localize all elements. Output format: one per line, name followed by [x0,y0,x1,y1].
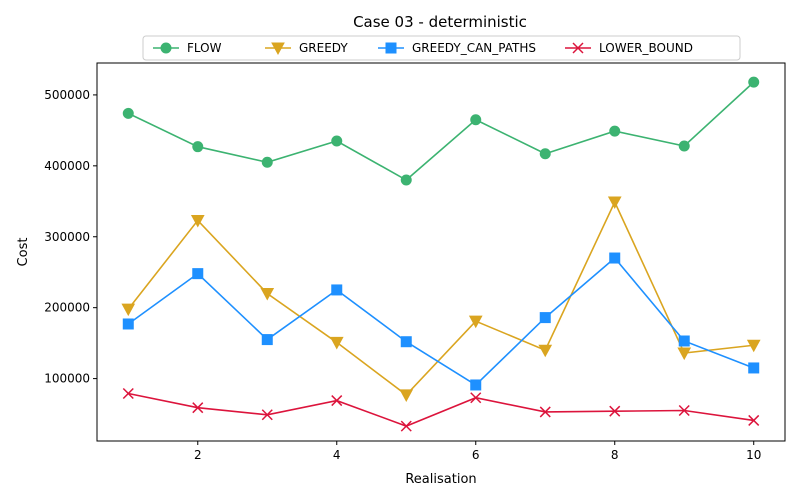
legend-marker [385,42,397,54]
legend-label: GREEDY [299,41,348,55]
data-point-flow [748,76,760,88]
series-line-greedy-can-paths [127,256,755,386]
data-point-lower-bound [261,409,273,421]
data-point-lower-bound [470,392,482,404]
series-greedy [121,196,761,402]
chart-title: Case 03 - deterministic [353,13,527,31]
data-point-greedy [329,336,344,350]
x-tick-label: 10 [746,448,761,462]
legend-label: FLOW [187,41,222,55]
data-point-flow [122,107,134,119]
legend-item-lower-bound: LOWER_BOUND [565,41,693,55]
data-point-flow [331,135,343,147]
data-point-lower-bound [331,395,343,407]
legend-label: GREEDY_CAN_PATHS [412,41,536,55]
data-point-flow [192,141,204,153]
data-point-greedy [399,389,414,402]
legend-item-greedy-can-paths: GREEDY_CAN_PATHS [378,41,536,55]
y-tick-label: 200000 [44,301,90,315]
data-point-lower-bound [192,402,204,414]
y-axis: 100000 200000 300000 400000 500000 [44,88,97,386]
data-point-flow [261,156,273,168]
data-point-greedy [607,196,622,210]
data-point-greedy [538,344,553,358]
data-point-greedy [468,315,483,329]
data-point-greedy-can-paths [331,284,343,296]
data-point-lower-bound [400,420,412,432]
plot-area [96,62,786,442]
data-point-greedy-can-paths [609,252,621,264]
x-tick-label: 4 [333,448,341,462]
legend-label: LOWER_BOUND [599,41,693,55]
data-point-greedy-can-paths [261,334,273,346]
data-point-greedy [121,303,136,317]
y-tick-label: 300000 [44,230,90,244]
y-tick-label: 100000 [44,372,90,386]
data-point-greedy-can-paths [470,379,482,391]
x-axis: 2 4 6 8 10 [194,441,761,462]
data-point-flow [539,148,551,160]
data-point-flow [400,174,412,186]
x-tick-label: 6 [472,448,480,462]
data-point-greedy-can-paths [748,362,760,374]
legend-marker [572,42,584,54]
x-tick-label: 2 [194,448,202,462]
legend-marker [160,42,172,54]
legend-item-flow: FLOW [153,41,222,55]
data-point-lower-bound [122,387,134,400]
series-lower-bound [122,387,760,432]
x-axis-label: Realisation [405,472,476,487]
series-line-flow [127,81,755,181]
data-point-greedy [677,347,692,361]
data-point-greedy-can-paths [539,312,551,324]
data-point-greedy-can-paths [122,318,134,330]
data-point-greedy-can-paths [192,268,204,280]
y-axis-label: Cost [16,238,31,267]
data-point-greedy-can-paths [678,335,690,347]
series-flow [122,76,760,186]
legend-marker [271,42,285,56]
data-point-lower-bound [609,405,621,417]
y-tick-label: 400000 [44,159,90,173]
data-point-flow [470,114,482,126]
data-point-greedy [746,339,761,353]
series-line-greedy [127,200,754,396]
data-point-greedy [260,287,275,301]
legend: FLOW GREEDY GREEDY_CAN_PATHS LOWER_BOUND [142,35,741,61]
series-line-lower-bound [128,392,754,427]
data-point-lower-bound [678,404,690,417]
y-tick-label: 500000 [44,88,90,102]
data-point-flow [609,125,621,137]
data-point-flow [678,140,690,152]
data-point-lower-bound [748,414,760,426]
legend-frame [142,35,741,61]
x-tick-label: 8 [611,448,619,462]
legend-item-greedy: GREEDY [265,41,348,56]
series-layer [121,76,761,432]
data-point-lower-bound [539,406,551,418]
data-point-greedy-can-paths [400,336,412,348]
data-point-greedy [190,214,205,228]
series-greedy-can-paths [122,252,760,391]
